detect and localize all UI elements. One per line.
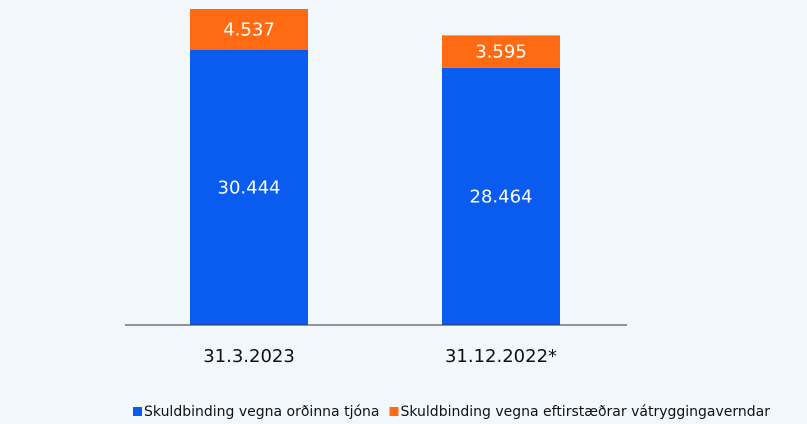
x-tick-label: 31.12.2022* — [445, 346, 557, 367]
data-label: 3.595 — [475, 42, 527, 63]
bar-segment — [442, 67, 560, 326]
legend-label: Skuldbinding vegna eftirstæðrar vátryggi… — [400, 404, 770, 420]
x-tick-label: 31.3.2023 — [203, 346, 295, 367]
bar-segment — [190, 9, 308, 50]
legend-swatch — [133, 407, 142, 416]
data-label: 4.537 — [223, 19, 275, 40]
data-label: 30.444 — [218, 177, 281, 198]
data-label: 28.464 — [470, 186, 533, 207]
legend-swatch — [389, 407, 399, 416]
bar-segment — [190, 49, 308, 326]
bar-segment — [442, 35, 560, 68]
legend-label: Skuldbinding vegna orðinna tjóna — [144, 404, 379, 420]
